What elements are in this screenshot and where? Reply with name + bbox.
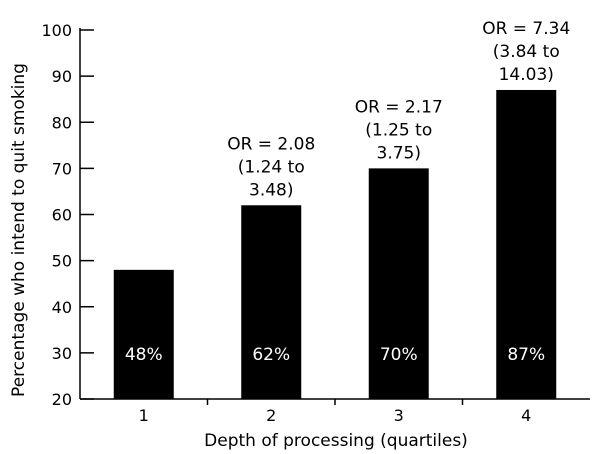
y-tick-label: 20	[52, 390, 72, 409]
y-tick-label: 80	[52, 113, 72, 132]
bar	[368, 168, 429, 399]
x-axis: 1 2 3 4	[80, 398, 590, 425]
x-tick-label: 3	[394, 406, 404, 425]
odds-ratio-annotation: OR = 2.17	[355, 97, 443, 117]
x-axis-title: Depth of processing (quartiles)	[204, 431, 468, 451]
x-tick-label: 2	[266, 406, 276, 425]
y-axis-title: Percentage who intend to quit smoking	[9, 63, 29, 397]
x-tick-label: 1	[139, 406, 149, 425]
bar	[241, 205, 302, 399]
y-tick-label: 40	[52, 298, 72, 317]
bar-value-label: 62%	[252, 345, 290, 365]
odds-ratio-annotation: 14.03)	[499, 65, 554, 85]
odds-ratio-annotation: (1.24 to	[238, 157, 305, 177]
odds-ratio-annotation: (3.84 to	[493, 42, 560, 62]
bar-value-label: 48%	[125, 345, 163, 365]
x-tick-label: 4	[521, 406, 531, 425]
odds-ratio-annotation: 3.75)	[377, 143, 421, 163]
y-axis: 20 30 40 50 60 70 80 90 100	[41, 21, 94, 409]
odds-ratio-annotation: OR = 7.34	[482, 19, 570, 39]
odds-ratio-annotation: 3.48)	[249, 180, 293, 200]
y-tick-label: 70	[52, 159, 72, 178]
y-tick-label: 90	[52, 67, 72, 86]
bars: 48% 62% 70% 87%	[113, 89, 557, 400]
y-tick-label: 30	[52, 344, 72, 363]
bar	[113, 269, 174, 399]
annotations: OR = 2.08 (1.24 to 3.48) OR = 2.17 (1.25 to 3…	[227, 19, 570, 200]
bar	[496, 89, 557, 400]
odds-ratio-annotation: (1.25 to	[365, 120, 432, 140]
odds-ratio-annotation: OR = 2.08	[227, 134, 315, 154]
y-tick-label: 100	[41, 21, 72, 40]
y-tick-label: 50	[52, 252, 72, 271]
bar-value-label: 87%	[507, 345, 545, 365]
y-tick-label: 60	[52, 206, 72, 225]
bar-value-label: 70%	[380, 345, 418, 365]
